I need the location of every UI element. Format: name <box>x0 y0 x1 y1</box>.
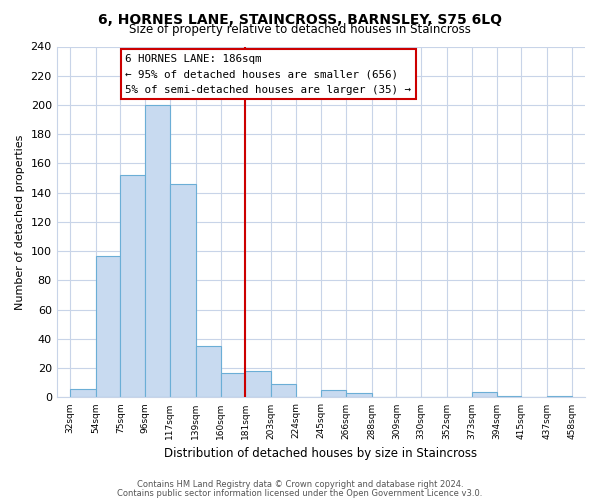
Text: Size of property relative to detached houses in Staincross: Size of property relative to detached ho… <box>129 22 471 36</box>
Bar <box>271 384 296 398</box>
Bar <box>346 393 371 398</box>
Bar <box>497 396 521 398</box>
Text: Contains public sector information licensed under the Open Government Licence v3: Contains public sector information licen… <box>118 488 482 498</box>
Bar <box>321 390 346 398</box>
Bar <box>472 392 497 398</box>
Text: 6, HORNES LANE, STAINCROSS, BARNSLEY, S75 6LQ: 6, HORNES LANE, STAINCROSS, BARNSLEY, S7… <box>98 12 502 26</box>
Text: 6 HORNES LANE: 186sqm
← 95% of detached houses are smaller (656)
5% of semi-deta: 6 HORNES LANE: 186sqm ← 95% of detached … <box>125 54 412 94</box>
Text: Contains HM Land Registry data © Crown copyright and database right 2024.: Contains HM Land Registry data © Crown c… <box>137 480 463 489</box>
Bar <box>196 346 221 398</box>
Bar <box>121 175 145 398</box>
Bar <box>245 371 271 398</box>
Bar <box>547 396 572 398</box>
X-axis label: Distribution of detached houses by size in Staincross: Distribution of detached houses by size … <box>164 447 478 460</box>
Bar <box>145 105 170 398</box>
Bar <box>170 184 196 398</box>
Bar <box>95 256 121 398</box>
Y-axis label: Number of detached properties: Number of detached properties <box>15 134 25 310</box>
Bar <box>70 388 95 398</box>
Bar <box>221 372 245 398</box>
